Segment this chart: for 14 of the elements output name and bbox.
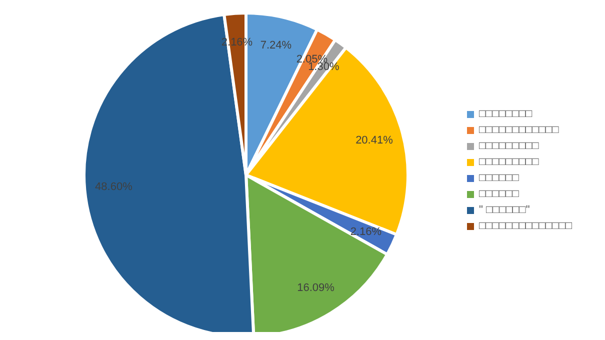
data-label: 7.24% [260,40,292,52]
legend-label: □□□□□□□□ [479,107,532,122]
data-label: 2.16% [221,36,253,48]
data-label: 48.60% [95,181,133,194]
data-label: 16.09% [297,282,335,294]
data-label: 20.41% [356,134,394,146]
legend-label: □□□□□□□□□ [479,155,539,170]
legend-label: " □□□□□□" [479,203,530,218]
legend-label: □□□□□□□□□□□□ [479,123,559,138]
legend-label: □□□□□□□□□□□□□□ [479,219,572,234]
legend-label: □□□□□□ [479,171,519,186]
data-label: 2.16% [350,226,382,238]
legend-label: □□□□□□□□□ [479,139,539,154]
legend-label: □□□□□□ [479,187,519,202]
